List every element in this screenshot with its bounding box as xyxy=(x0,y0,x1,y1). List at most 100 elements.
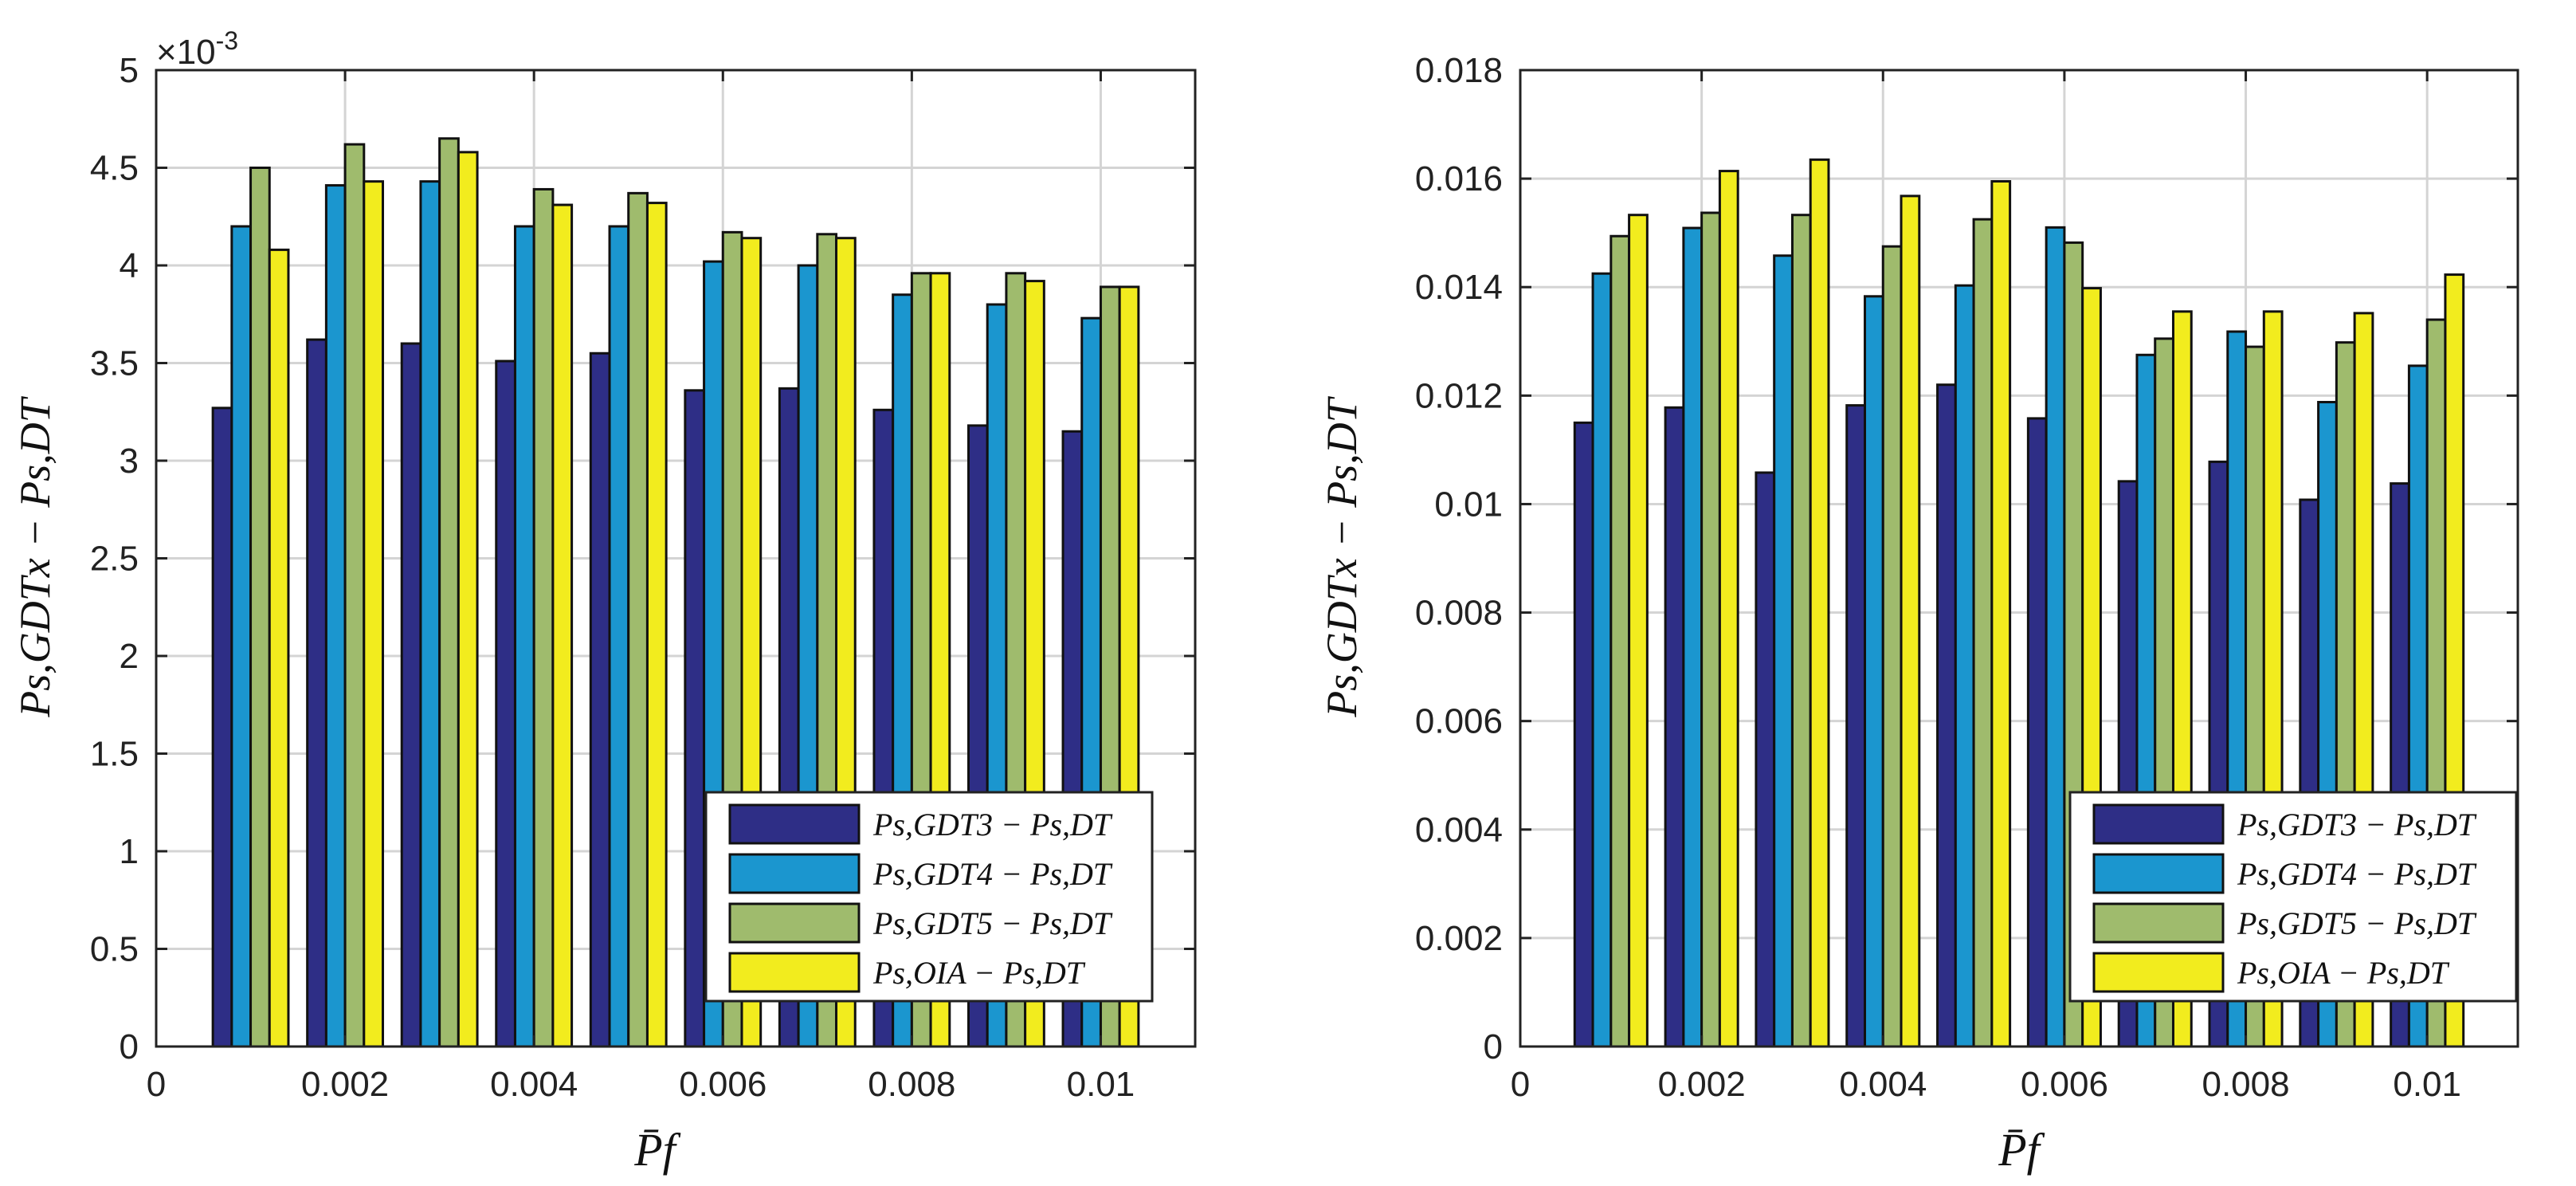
left-chart-bar-series-3 xyxy=(532,187,555,1048)
left-chart-bar-series-4 xyxy=(551,203,574,1048)
left-chart-bar-series-1 xyxy=(306,338,327,1048)
right-chart-y-axis-label: Ps,GDTx − Ps,DT xyxy=(1318,395,1366,717)
left-chart-y-tick-label: 1 xyxy=(120,832,139,871)
left-chart: 0 0.5 1 1.5 2 2.5 3 3.5 4 4.5 5 0 0.002 0.004 0.006 0.… xyxy=(11,26,1197,1176)
right-chart-y-tick-label: 0.002 xyxy=(1415,919,1503,958)
right-chart-bar-series-1 xyxy=(1755,471,1776,1048)
right-chart-y-tick-label: 0.01 xyxy=(1434,485,1503,524)
right-chart-bar-series-3 xyxy=(1881,245,1903,1048)
left-chart-bar-series-2 xyxy=(324,184,347,1048)
left-chart-bar-series-1 xyxy=(400,342,422,1048)
right-chart-y-tick-label: 0.004 xyxy=(1415,811,1503,850)
right-chart-bar-series-4 xyxy=(1809,158,1830,1048)
left-chart-bar-series-2 xyxy=(419,180,441,1048)
left-chart-x-tick-label: 0 xyxy=(147,1065,166,1104)
left-chart-legend-label-1: Ps,GDT3 − Ps,DT xyxy=(872,807,1113,842)
left-chart-x-axis-label: P̄f xyxy=(633,1124,680,1176)
left-chart-bar-series-4 xyxy=(268,248,290,1048)
left-chart-y-axis-label: Ps,GDTx − Ps,DT xyxy=(11,395,59,717)
left-chart-bar-series-2 xyxy=(608,225,630,1048)
right-chart-legend-swatch-4 xyxy=(2092,952,2225,993)
left-chart-y-tick-label: 2.5 xyxy=(90,540,139,579)
left-chart-x-tick-label: 0.004 xyxy=(490,1065,578,1104)
left-chart-ticks xyxy=(155,69,1195,1048)
left-chart-x-tick-label: 0.002 xyxy=(301,1065,389,1104)
right-chart-bar-series-1 xyxy=(1845,404,1867,1048)
right-chart-bar-series-2 xyxy=(1954,284,1975,1048)
left-chart-x-tick-label: 0.008 xyxy=(868,1065,955,1104)
right-chart-bar-series-1 xyxy=(1936,383,1957,1048)
right-chart-legend-label-3: Ps,GDT5 − Ps,DT xyxy=(2237,905,2477,941)
left-chart-y-tick-label: 3.5 xyxy=(90,344,139,383)
right-chart-x-axis-label: P̄f xyxy=(1998,1124,2045,1176)
left-chart-y-tick-label: 5 xyxy=(120,51,139,90)
left-chart-bar-series-1 xyxy=(684,389,706,1048)
left-chart-bar-series-2 xyxy=(230,225,253,1048)
right-chart-x-tick-label: 0.01 xyxy=(2393,1065,2461,1104)
left-chart-x-tick-label: 0.01 xyxy=(1067,1065,1135,1104)
right-chart-y-tick-label: 0.018 xyxy=(1415,51,1503,90)
right-chart-bar-series-3 xyxy=(1972,218,1994,1048)
left-chart-legend-label-4: Ps,OIA − Ps,DT xyxy=(872,955,1086,991)
left-chart-legend: Ps,GDT3 − Ps,DT Ps,GDT4 − Ps,DT Ps,GDT5 − … xyxy=(704,791,1154,1003)
left-chart-bar-series-3 xyxy=(627,191,649,1048)
left-chart-bar-series-4 xyxy=(457,151,479,1048)
left-chart-y-tick-labels: 0 0.5 1 1.5 2 2.5 3 3.5 4 4.5 5 xyxy=(90,51,139,1066)
left-chart-y-multiplier: ×10-3 xyxy=(156,26,238,72)
right-chart-bar-series-4 xyxy=(1900,194,1921,1048)
right-chart-legend-label-1: Ps,GDT3 − Ps,DT xyxy=(2237,807,2477,842)
right-chart-bar-series-1 xyxy=(1573,421,1594,1048)
right-chart-bar-series-3 xyxy=(1610,234,1631,1048)
right-chart-legend-swatch-2 xyxy=(2092,853,2225,894)
right-chart-ticks xyxy=(1519,69,2518,1048)
left-chart-bar-series-3 xyxy=(438,137,460,1048)
right-chart-bar-series-2 xyxy=(1773,254,1794,1048)
right-chart-legend-label-2: Ps,GDT4 − Ps,DT xyxy=(2237,856,2477,892)
left-chart-bar-series-1 xyxy=(495,359,516,1048)
right-chart-y-tick-labels: 0 0.002 0.004 0.006 0.008 0.01 0.012 0.014 0.016… xyxy=(1415,51,1503,1066)
right-chart-bar-series-2 xyxy=(1682,226,1704,1048)
left-chart-bar-series-3 xyxy=(249,167,271,1048)
left-chart-bar-series-3 xyxy=(343,143,366,1048)
left-chart-legend-swatch-4 xyxy=(728,952,861,993)
right-chart-bar-series-4 xyxy=(1718,170,1739,1048)
right-chart-bar-series-4 xyxy=(1628,214,1649,1048)
right-chart-y-tick-label: 0.016 xyxy=(1415,159,1503,198)
left-chart-legend-label-3: Ps,GDT5 − Ps,DT xyxy=(872,905,1113,941)
left-chart-legend-swatch-2 xyxy=(728,853,861,894)
left-chart-bar-series-4 xyxy=(645,202,668,1048)
left-chart-bar-series-1 xyxy=(589,351,611,1048)
left-chart-y-tick-label: 2 xyxy=(120,637,139,676)
right-chart-bar-series-3 xyxy=(1790,214,1812,1048)
left-chart-bar-series-4 xyxy=(363,180,385,1048)
right-chart-y-tick-label: 0 xyxy=(1484,1027,1503,1066)
right-chart-legend-swatch-3 xyxy=(2092,902,2225,944)
right-chart: 0 0.002 0.004 0.006 0.008 0.01 0.012 0.014 0.016… xyxy=(1318,51,2519,1176)
left-chart-legend-swatch-1 xyxy=(728,803,861,845)
right-chart-y-tick-label: 0.006 xyxy=(1415,702,1503,741)
left-chart-legend-swatch-3 xyxy=(728,902,861,944)
right-chart-x-tick-label: 0.008 xyxy=(2202,1065,2289,1104)
left-chart-y-tick-label: 0.5 xyxy=(90,930,139,969)
right-chart-y-tick-label: 0.014 xyxy=(1415,268,1503,307)
right-chart-bar-series-1 xyxy=(2026,417,2048,1048)
left-chart-y-tick-label: 3 xyxy=(120,442,139,481)
right-chart-y-tick-label: 0.012 xyxy=(1415,376,1503,415)
right-chart-x-tick-label: 0.006 xyxy=(2021,1065,2108,1104)
left-chart-legend-label-2: Ps,GDT4 − Ps,DT xyxy=(872,856,1113,892)
right-chart-legend: Ps,GDT3 − Ps,DT Ps,GDT4 − Ps,DT Ps,GDT5 − … xyxy=(2068,791,2518,1003)
right-chart-bar-series-1 xyxy=(1664,406,1685,1048)
left-chart-x-tick-label: 0.006 xyxy=(679,1065,767,1104)
left-chart-bar-series-1 xyxy=(211,406,233,1048)
left-chart-y-tick-label: 0 xyxy=(120,1027,139,1066)
left-chart-y-tick-label: 4 xyxy=(120,246,139,285)
right-chart-legend-label-4: Ps,OIA − Ps,DT xyxy=(2237,955,2450,991)
right-chart-x-tick-label: 0.004 xyxy=(1839,1065,1927,1104)
right-chart-bar-series-4 xyxy=(1990,180,2012,1048)
right-chart-legend-swatch-1 xyxy=(2092,803,2225,845)
right-chart-x-tick-label: 0 xyxy=(1511,1065,1530,1104)
right-chart-bar-series-2 xyxy=(1864,295,1884,1048)
left-chart-x-tick-labels: 0 0.002 0.004 0.006 0.008 0.01 xyxy=(147,1065,1135,1104)
right-chart-bar-series-2 xyxy=(2045,226,2066,1048)
right-chart-bar-series-3 xyxy=(1700,211,1721,1048)
